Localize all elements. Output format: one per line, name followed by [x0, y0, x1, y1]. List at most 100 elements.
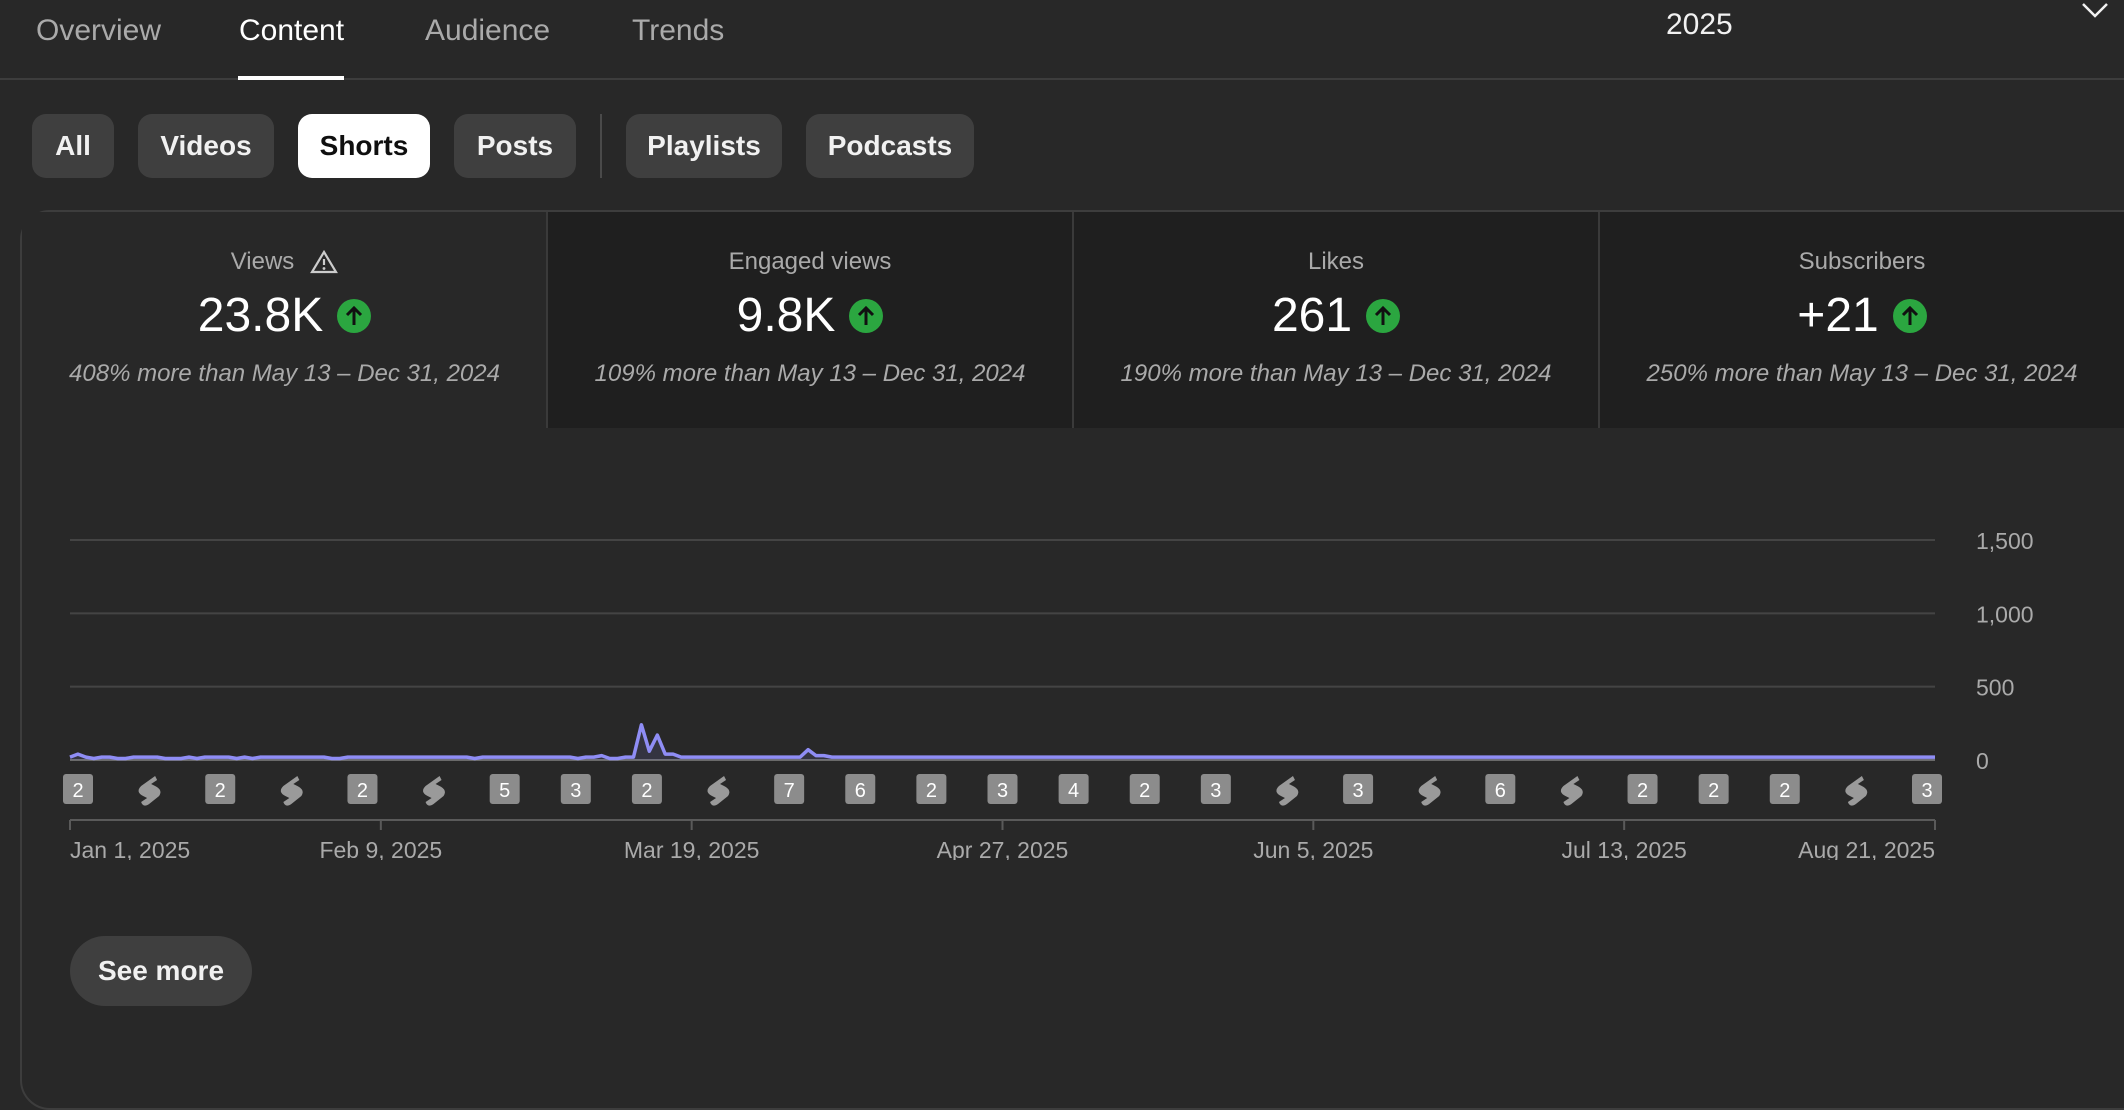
y-tick-label: 1,500 [1976, 528, 2034, 554]
metric-separator [1598, 212, 1600, 428]
arrow-up-icon [849, 298, 884, 333]
active-tab-indicator [238, 76, 344, 80]
marker-count: 2 [641, 780, 652, 802]
marker-count: 5 [499, 780, 510, 802]
metric-views[interactable]: Views 23.8K 408% more than May 13 – Dec … [22, 212, 547, 428]
tab-overview[interactable]: Overview [36, 14, 162, 47]
date-range-value[interactable]: 2025 [1666, 8, 1733, 41]
video-count-marker[interactable]: 2 [916, 774, 947, 804]
shorts-icon-shape [138, 776, 161, 806]
metric-engaged-views[interactable]: Engaged views 9.8K 109% more than May 13… [548, 212, 1072, 428]
tab-audience[interactable]: Audience [425, 14, 551, 47]
marker-count: 2 [926, 780, 937, 802]
marker-box [205, 774, 236, 804]
marker-count: 3 [1921, 780, 1932, 802]
marker-count: 2 [215, 780, 226, 802]
metric-label: Subscribers [1798, 248, 1926, 275]
video-count-marker[interactable]: 3 [560, 774, 591, 804]
video-count-marker[interactable]: 3 [1343, 774, 1374, 804]
metric-label: Likes [1307, 248, 1365, 275]
marker-count: 2 [72, 780, 83, 802]
x-tick-label: Jan 1, 2025 [70, 837, 190, 860]
shorts-icon[interactable] [707, 776, 730, 806]
video-count-marker[interactable]: 3 [987, 774, 1018, 804]
analytics-tabs: Overview Content Audience Trends 2025 [0, 0, 2124, 80]
marker-count: 2 [1637, 780, 1648, 802]
shorts-icon-shape [707, 776, 730, 806]
metric-likes[interactable]: Likes 261 190% more than May 13 – Dec 31… [1074, 212, 1598, 428]
video-count-marker[interactable]: 2 [631, 774, 662, 804]
video-count-marker[interactable]: 2 [1627, 774, 1658, 804]
metric-value: 261 [1271, 289, 1353, 342]
shorts-icon[interactable] [1560, 776, 1583, 806]
chip-shorts[interactable]: Shorts [298, 114, 430, 178]
x-tick-label: Feb 9, 2025 [319, 837, 442, 860]
marker-count: 2 [1139, 780, 1150, 802]
metric-subscribers[interactable]: Subscribers +21 250% more than May 13 – … [1600, 212, 2124, 428]
shorts-icon-shape [423, 776, 445, 806]
video-count-marker[interactable]: 7 [774, 774, 805, 804]
metric-comparison: 250% more than May 13 – Dec 31, 2024 [1646, 360, 2078, 387]
shorts-icon-shape [1845, 776, 1868, 806]
marker-count: 3 [570, 780, 581, 802]
marker-box [774, 774, 805, 804]
marker-count: 3 [997, 780, 1008, 802]
chevron-down-icon[interactable] [2080, 0, 2110, 24]
y-tick-label: 500 [1976, 675, 2014, 701]
shorts-icon[interactable] [280, 776, 303, 806]
metric-value: +21 [1797, 289, 1879, 342]
video-count-marker[interactable]: 2 [1698, 774, 1729, 804]
marker-count: 6 [1495, 780, 1506, 802]
shorts-icon-shape [1418, 776, 1441, 806]
shorts-icon[interactable] [423, 776, 445, 806]
tab-trends[interactable]: Trends [632, 14, 725, 47]
chip-playlists[interactable]: Playlists [626, 114, 782, 178]
metric-comparison: 109% more than May 13 – Dec 31, 2024 [594, 360, 1026, 387]
shorts-icon-shape [1276, 776, 1299, 806]
x-tick-label: Apr 27, 2025 [937, 837, 1069, 860]
video-count-marker[interactable]: 6 [845, 774, 876, 804]
video-count-marker[interactable]: 2 [347, 774, 378, 804]
marker-count: 2 [1708, 780, 1719, 802]
marker-box [631, 774, 662, 804]
video-count-marker[interactable]: 5 [489, 774, 520, 804]
marker-count: 2 [1779, 780, 1790, 802]
arrow-up-icon [337, 298, 372, 333]
metric-label: Views [230, 248, 295, 275]
marker-box [347, 774, 378, 804]
marker-count: 3 [1210, 780, 1221, 802]
metric-label: Engaged views [728, 248, 892, 275]
marker-box [1627, 774, 1658, 804]
series-line [69, 723, 1935, 761]
metric-value: 9.8K [736, 289, 836, 342]
marker-count: 3 [1353, 780, 1364, 802]
see-more-button[interactable]: See more [70, 936, 252, 1006]
shorts-icon[interactable] [138, 776, 161, 806]
video-count-marker[interactable]: 2 [63, 774, 93, 804]
video-count-marker[interactable]: 2 [1769, 774, 1800, 804]
shorts-icon[interactable] [1418, 776, 1441, 806]
video-count-marker[interactable]: 2 [1129, 774, 1160, 804]
warning-icon[interactable] [310, 250, 339, 274]
chip-posts[interactable]: Posts [454, 114, 576, 178]
metric-separator [546, 212, 548, 428]
shorts-icon[interactable] [1276, 776, 1299, 806]
marker-box [845, 774, 876, 804]
y-tick-label: 1,000 [1976, 601, 2034, 627]
video-count-marker[interactable]: 4 [1058, 774, 1089, 804]
chip-all[interactable]: All [32, 114, 114, 178]
chip-videos[interactable]: Videos [138, 114, 274, 178]
video-count-marker[interactable]: 6 [1485, 774, 1516, 804]
arrow-up-icon [1892, 298, 1927, 333]
views-chart[interactable]: 0 500 1,000 1,500 2 2 2 5 3 2 7 6 2 3 4 2 3 3 6 2 2 2 3 Jan 1, … [0, 440, 2124, 860]
marker-box [1343, 774, 1374, 804]
metric-comparison: 408% more than May 13 – Dec 31, 2024 [69, 360, 500, 387]
marker-box [63, 774, 93, 804]
x-tick-label: Jul 13, 2025 [1562, 837, 1687, 860]
shorts-icon[interactable] [1845, 776, 1868, 806]
video-count-marker[interactable]: 2 [205, 774, 236, 804]
video-count-marker[interactable]: 3 [1912, 774, 1942, 804]
video-count-marker[interactable]: 3 [1200, 774, 1231, 804]
tab-content[interactable]: Content [239, 14, 345, 47]
chip-podcasts[interactable]: Podcasts [806, 114, 974, 178]
